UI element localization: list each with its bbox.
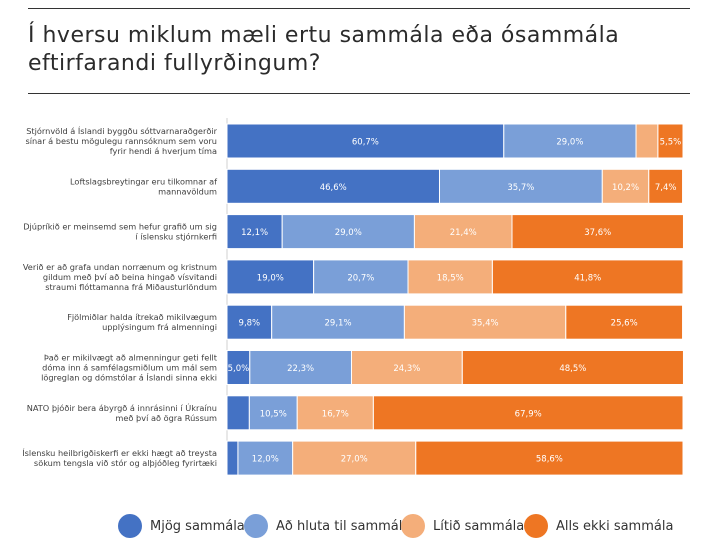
category-label: mannavöldum	[158, 186, 217, 196]
legend-swatch	[401, 514, 425, 538]
category-label: Fjölmiðlar halda ítrekað mikilvægum	[67, 312, 217, 322]
bar-segment	[350, 350, 463, 385]
data-label: 22,3%	[287, 364, 314, 374]
legend-item: Alls ekki sammála	[524, 514, 673, 538]
category-label: gildum með því að beina hingað vísvitand…	[43, 272, 217, 282]
bar-segment	[226, 214, 283, 250]
data-label: 7,4%	[655, 183, 677, 193]
category-label: lögreglan og dómstólar á Íslandi sinna e…	[41, 372, 217, 383]
legend-label: Lítið sammála	[433, 518, 525, 534]
bar-segment	[226, 440, 239, 476]
category-label: Djúpríkið er meinsemd sem hefur grafið u…	[23, 222, 217, 232]
category-label: sínar á bestu mögulegu rannsóknum sem vo…	[25, 136, 217, 146]
category-label: upplýsingum frá almenningi	[102, 322, 217, 332]
chart-title: Í hversu miklum mæli ertu sammála eða ós…	[28, 23, 620, 76]
category-label: Verið er að grafa undan norrænum og kris…	[23, 262, 217, 272]
bar-segment	[648, 168, 684, 204]
data-label: 24,3%	[393, 364, 420, 374]
legend-item: Lítið sammála	[401, 514, 524, 538]
legend-label: Að hluta til sammála	[276, 518, 411, 534]
data-label: 58,6%	[536, 455, 563, 465]
data-label: 48,5%	[559, 364, 586, 374]
legend-swatch	[524, 514, 548, 538]
bar-segment	[438, 168, 603, 204]
legend-item: Mjög sammála	[118, 514, 245, 538]
legend-label: Mjög sammála	[150, 518, 245, 534]
category-label: í íslensku stjórnkerfi	[135, 232, 217, 242]
data-label: 18,5%	[437, 273, 464, 283]
data-label: 29,0%	[556, 138, 583, 148]
data-label: 9,8%	[239, 319, 261, 329]
data-label: 29,0%	[335, 228, 362, 238]
title-rule-top	[28, 8, 690, 9]
bar-segment	[271, 304, 405, 340]
bar-segment	[403, 304, 567, 340]
bar-segment	[415, 440, 684, 476]
bar-segment	[491, 259, 684, 295]
bar-segment	[565, 304, 684, 340]
data-label: 25,6%	[611, 319, 638, 329]
data-label: 12,0%	[252, 455, 279, 465]
bar-segment	[226, 304, 273, 340]
data-label: 12,1%	[241, 228, 268, 238]
data-label: 60,7%	[352, 138, 379, 148]
legend-swatch	[244, 514, 268, 538]
data-label: 19,0%	[257, 273, 284, 283]
data-label: 20,7%	[347, 273, 374, 283]
category-label: Loftslagsbreytingar eru tilkomnar af	[70, 176, 218, 186]
category-label: sökum tengsla við stór og alþjóðleg fyri…	[34, 458, 217, 468]
data-label: 5,5%	[660, 138, 682, 148]
category-label: straumi flóttamanna frá Miðausturlöndum	[45, 282, 217, 292]
category-label: dóma inn á samfélagsmiðlum um mál sem	[42, 363, 217, 373]
bar-segment	[249, 350, 352, 385]
category-label: Það er mikilvægt að almenningur geti fel…	[44, 353, 218, 363]
title-block: Í hversu miklum mæli ertu sammála eða ós…	[0, 0, 713, 96]
category-label: NATO þjóðir bera ábyrgð á innrásinni í Ú…	[27, 402, 217, 413]
data-label: 27,0%	[341, 455, 368, 465]
category-label: Stjórnvöld á Íslandi byggðu sóttvarnarað…	[26, 125, 217, 136]
bar-segment	[226, 395, 250, 431]
bar-segment	[635, 123, 659, 159]
data-label: 21,4%	[450, 228, 477, 238]
bar-segment	[511, 214, 684, 250]
category-label: með því að ögra Rússum	[115, 413, 217, 423]
data-label: 35,4%	[472, 319, 499, 329]
data-label: 37,6%	[584, 228, 611, 238]
bar-segment	[296, 395, 374, 431]
bar-segment	[372, 395, 684, 431]
data-label: 46,6%	[320, 183, 347, 193]
bar-segment	[601, 168, 650, 204]
category-label: fyrir hendi á hverjum tíma	[110, 146, 217, 156]
legend: Mjög sammála Að hluta til sammála Lítið sa…	[0, 508, 713, 544]
legend-swatch	[118, 514, 142, 538]
data-label: 41,8%	[574, 273, 601, 283]
legend-item: Að hluta til sammála	[244, 514, 410, 538]
bar-segment	[657, 123, 684, 159]
category-label: Íslensku heilbrigðiskerfi er ekki hægt a…	[22, 447, 217, 458]
data-label: 67,9%	[515, 409, 542, 419]
data-label: 5,0%	[228, 364, 250, 374]
legend-label: Alls ekki sammála	[556, 518, 674, 534]
bar-segment	[413, 214, 513, 250]
stacked-bar-chart: Stjórnvöld á Íslandi byggðu sóttvarnarað…	[22, 118, 684, 476]
bar-segment	[503, 123, 637, 159]
data-label: 29,1%	[325, 319, 352, 329]
data-label: 16,7%	[322, 409, 349, 419]
bar-segment	[226, 168, 440, 204]
data-label: 10,2%	[612, 183, 639, 193]
data-label: 35,7%	[507, 183, 534, 193]
data-label: 10,5%	[260, 409, 287, 419]
title-rule-bottom	[28, 93, 690, 94]
bar-segment	[461, 350, 684, 385]
bar-segment	[226, 259, 315, 295]
bar-segment	[407, 259, 493, 295]
